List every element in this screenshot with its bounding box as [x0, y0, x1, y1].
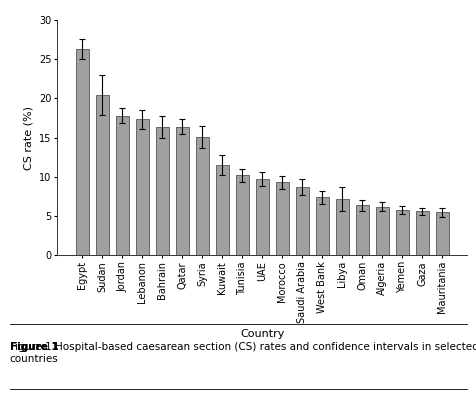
Bar [315, 197, 328, 255]
Bar [275, 182, 288, 255]
Text: Figure 1 Hospital-based caesarean section (CS) rates and confidence intervals in: Figure 1 Hospital-based caesarean sectio… [10, 342, 476, 364]
Bar [375, 207, 388, 255]
Bar [435, 212, 448, 255]
Bar [355, 205, 368, 255]
Bar [235, 175, 248, 255]
Bar [216, 165, 228, 255]
Bar [335, 199, 348, 255]
Y-axis label: CS rate (%): CS rate (%) [24, 106, 34, 169]
Text: Figure 1 Hospital-based caesarean section (CS) rates and confidence intervals in: Figure 1 Hospital-based caesarean sectio… [10, 342, 476, 364]
Bar [136, 119, 149, 255]
Bar [255, 179, 268, 255]
Bar [176, 127, 188, 255]
Bar [96, 95, 109, 255]
Bar [116, 116, 129, 255]
Bar [196, 137, 208, 255]
Bar [76, 49, 89, 255]
Bar [295, 187, 308, 255]
Bar [415, 211, 428, 255]
Text: Figure 1: Figure 1 [10, 342, 62, 352]
X-axis label: Country: Country [239, 329, 284, 338]
Bar [156, 127, 169, 255]
Bar [395, 210, 408, 255]
Text: Figure 1: Figure 1 [10, 342, 62, 352]
